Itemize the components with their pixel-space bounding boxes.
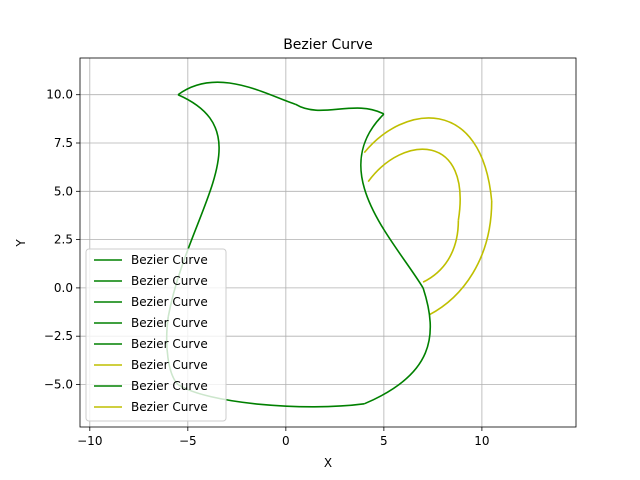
bezier-curve-line <box>367 148 461 221</box>
y-tick-label: 7.5 <box>54 136 73 150</box>
x-tick-label: 0 <box>282 434 290 448</box>
bezier-curve-segment <box>428 200 493 316</box>
legend-label: Bezier Curve <box>131 400 208 414</box>
x-tick-label: 10 <box>474 434 489 448</box>
y-tick-label: −5.0 <box>44 377 73 391</box>
legend-label: Bezier Curve <box>131 379 208 393</box>
y-tick-label: −2.5 <box>44 329 73 343</box>
y-tick-label: 5.0 <box>54 184 73 198</box>
y-axis-label: Y <box>14 239 28 248</box>
bezier-curve-line <box>295 103 385 115</box>
y-tick-label: 0.0 <box>54 281 73 295</box>
y-tick-label: 2.5 <box>54 233 73 247</box>
x-tick-label: 5 <box>380 434 388 448</box>
bezier-curve-line <box>177 81 296 106</box>
legend-box <box>85 248 227 422</box>
y-tick-label: 10.0 <box>46 88 73 102</box>
legend-label: Bezier Curve <box>131 358 208 372</box>
x-tick-label: −10 <box>77 434 102 448</box>
legend-label: Bezier Curve <box>131 316 208 330</box>
bezier-curve-line <box>363 117 493 202</box>
legend-label: Bezier Curve <box>131 337 208 351</box>
x-ticks: −10 −5 0 5 10 <box>77 427 490 448</box>
x-axis-label: X <box>324 456 332 470</box>
x-tick-label: −5 <box>179 434 197 448</box>
legend-label: Bezier Curve <box>131 274 208 288</box>
legend-label: Bezier Curve <box>131 253 208 267</box>
legend: Bezier Curve Bezier Curve Bezier Curve Bezi… <box>85 248 227 422</box>
bezier-curve-line <box>360 113 424 289</box>
legend-label: Bezier Curve <box>131 295 208 309</box>
chart-title: Bezier Curve <box>283 37 373 53</box>
bezier-curve-segment <box>422 220 460 283</box>
bezier-curve-line <box>363 287 432 405</box>
plot-frame <box>79 57 577 428</box>
y-ticks: −5.0 −2.5 0.0 2.5 5.0 7.5 10.0 <box>44 88 80 391</box>
